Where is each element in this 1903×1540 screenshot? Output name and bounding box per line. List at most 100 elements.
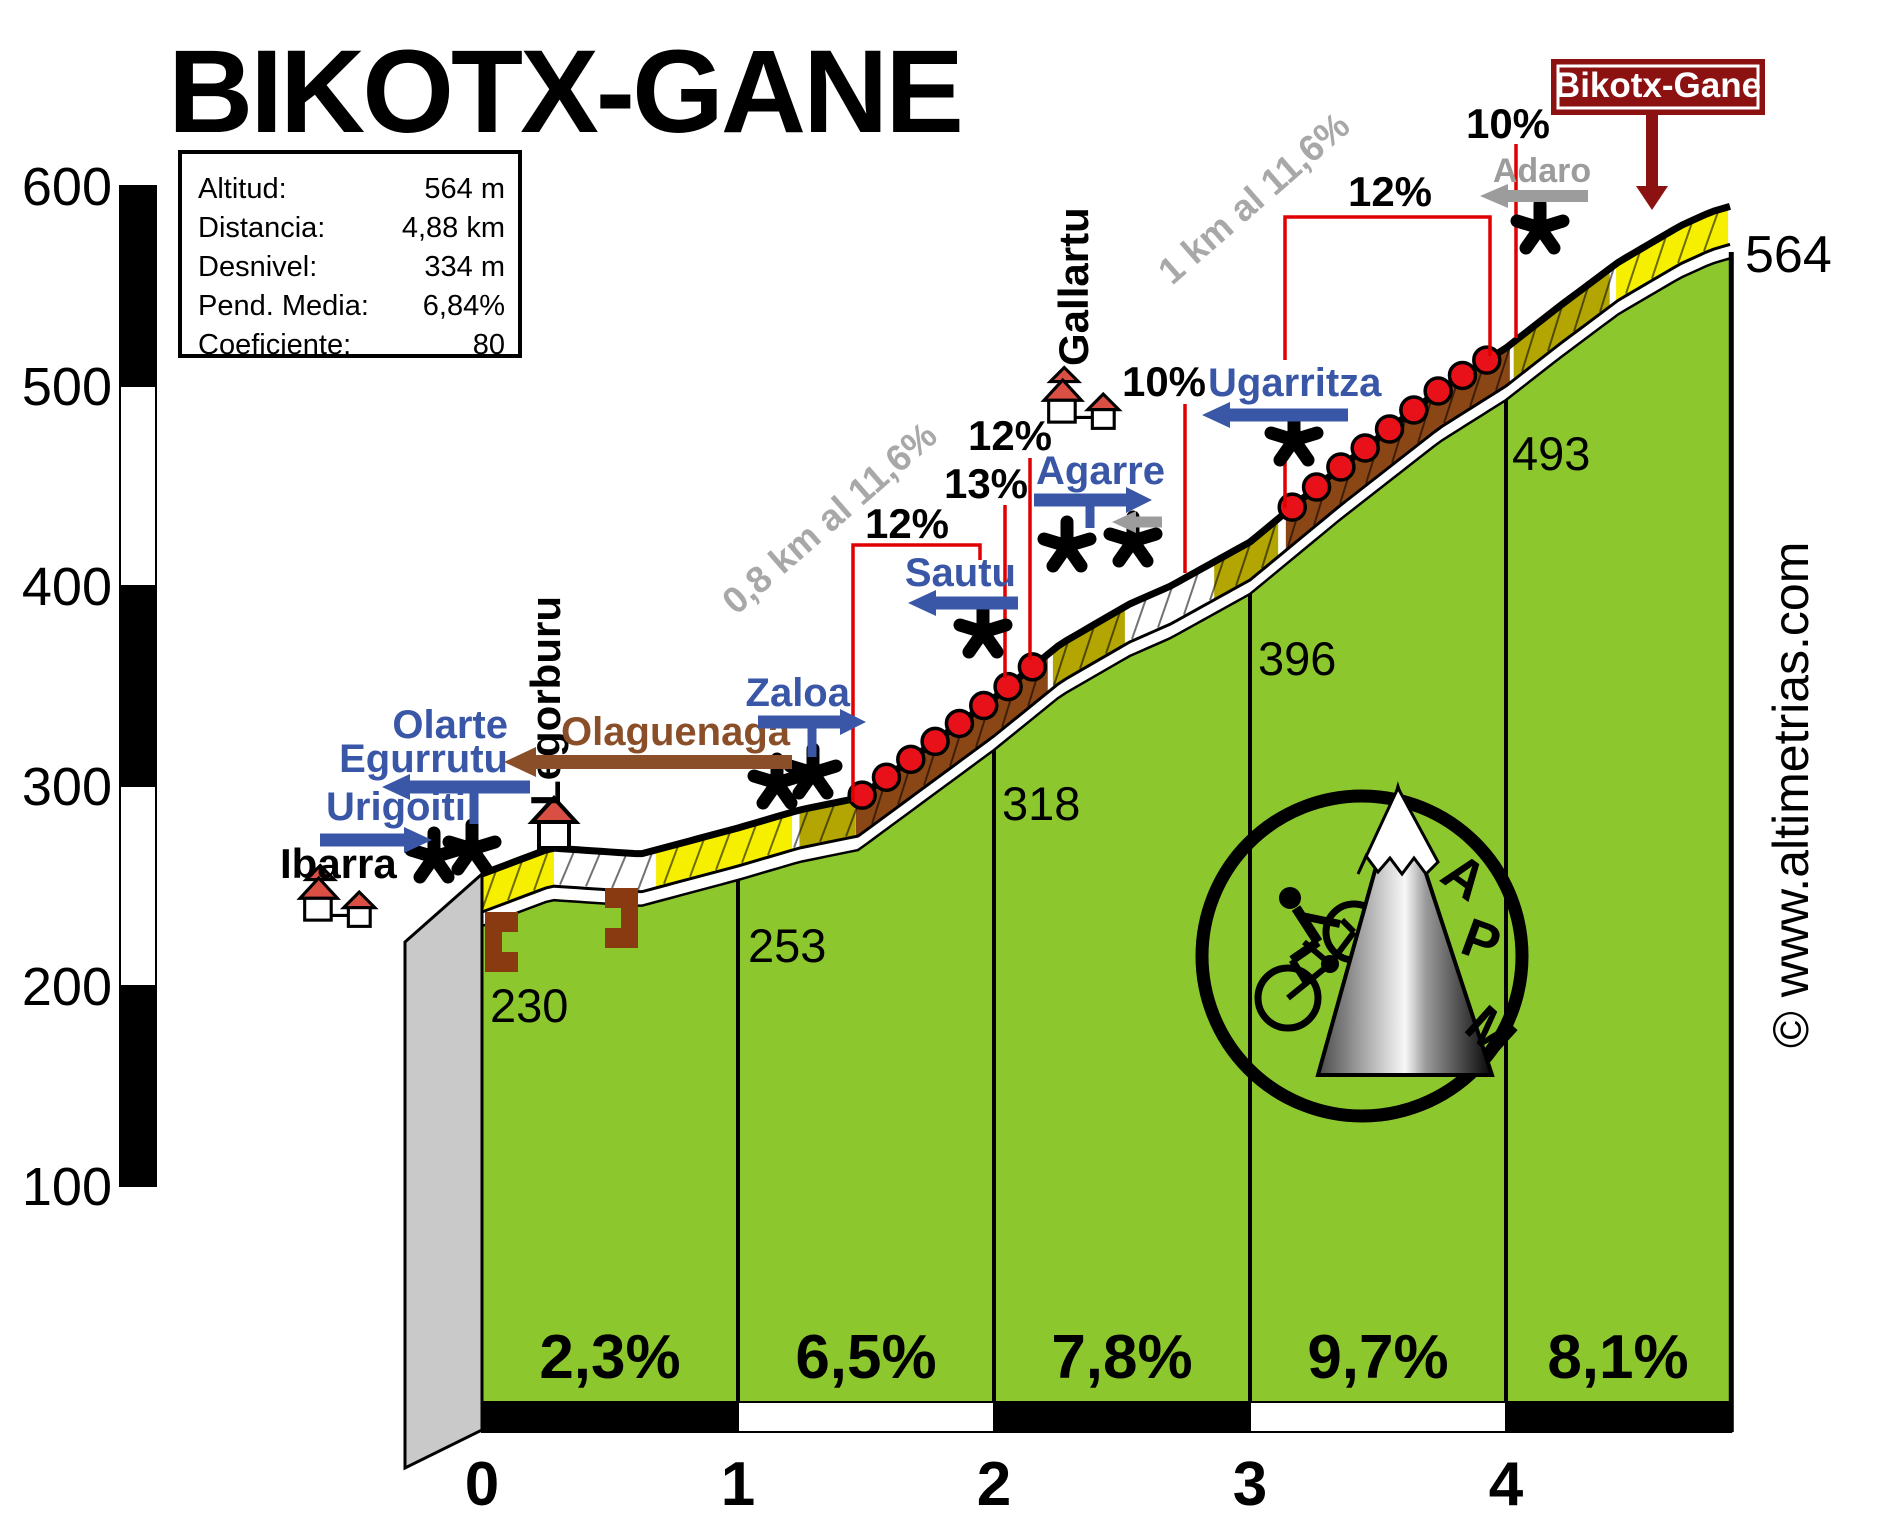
info-label-altitud: Altitud: (198, 173, 287, 205)
road-segment-brown (855, 654, 1048, 837)
road-hatch (533, 850, 549, 891)
alt-318: 318 (1002, 777, 1080, 830)
y-tick-400: 400 (22, 557, 112, 617)
y-axis: 600 500 400 300 200 100 (22, 157, 112, 1217)
road-hatch (1573, 286, 1589, 332)
road-hatch (1079, 626, 1095, 670)
info-label-distancia: Distancia: (198, 212, 325, 244)
road-segment-white (1129, 564, 1210, 642)
road-hatch (741, 824, 757, 864)
road-hatch (1651, 235, 1667, 279)
road-hatch (793, 809, 809, 848)
olarte-egurrutu-annotation: Olarte Egurrutu (339, 703, 530, 824)
arrow-left-icon (1202, 402, 1230, 428)
road-hatch (481, 870, 497, 911)
y-tick-100: 100 (22, 1157, 112, 1217)
x-axis-bar-segment (481, 1401, 739, 1433)
road-hatch (1703, 211, 1719, 252)
info-value-coeficiente: 80 (473, 329, 505, 361)
label-grad-12-top: 12% (1348, 168, 1432, 215)
label-agarre: Agarre (1036, 449, 1165, 493)
summit-name-label: Bikotx-Gane (1555, 66, 1761, 105)
y-tick-600: 600 (22, 157, 112, 217)
steep-dot (847, 780, 877, 810)
info-label-pend-media: Pend. Media: (198, 290, 369, 322)
steep-dot (1399, 395, 1429, 425)
y-axis-bar-segment (119, 585, 157, 787)
road-hatch (1599, 267, 1615, 313)
gradient-km3: 7,8% (1051, 1323, 1192, 1392)
road-hatch (1677, 222, 1693, 264)
road-segment-olive (1052, 606, 1125, 689)
y-tick-300: 300 (22, 757, 112, 817)
gallartu-houses-icon (1042, 365, 1121, 430)
label-olarte: Olarte (392, 703, 508, 747)
road-hatch (663, 845, 679, 885)
alt-253: 253 (748, 919, 826, 972)
label-gallartu: Gallartu (1050, 207, 1097, 366)
alt-493: 493 (1512, 427, 1590, 480)
steep-dot (1374, 414, 1405, 444)
arrow-left-gray-icon (1112, 511, 1136, 533)
km-altitude-labels: 230 253 318 396 493 (490, 427, 1590, 1032)
bridge-markers (485, 888, 638, 972)
ugarritza-annotation: Ugarritza (1202, 361, 1382, 428)
road-hatch (1235, 543, 1251, 587)
mountain-icon (1315, 781, 1495, 1077)
info-label-desnivel: Desnivel: (198, 251, 317, 283)
x-axis-bar-segment (993, 1401, 1251, 1433)
y-axis-bar-segment (119, 985, 157, 1187)
alt-230: 230 (490, 979, 568, 1032)
x-tick-1: 1 (721, 1450, 755, 1519)
arrow-right-icon (1126, 487, 1152, 513)
adaro-annotation: Adaro (1480, 152, 1591, 208)
x-tick-0: 0 (465, 1450, 499, 1519)
arrow-left-gray-icon (1480, 184, 1508, 208)
road-hatch (1521, 326, 1537, 372)
label-sautu: Sautu (905, 551, 1016, 595)
label-ibarra: Ibarra (280, 840, 397, 887)
label-legorburu: Legorburu (522, 596, 569, 806)
road-hatch (1261, 522, 1277, 569)
bridge-marker-left (485, 912, 518, 972)
steep-dot (871, 762, 902, 792)
zaloa-annotation: Zaloa (746, 671, 866, 757)
agarre-annotation: Agarre (1034, 449, 1165, 533)
road-hatch (507, 860, 523, 901)
label-grad-10-adaro: 10% (1466, 100, 1550, 147)
road-hatch (1157, 586, 1173, 628)
y-tick-200: 200 (22, 957, 112, 1017)
steep-dot (1017, 652, 1048, 682)
page-title: BIKOTX-GANE (168, 26, 961, 158)
arrow-left-icon (908, 590, 936, 616)
olaguenaga-annotation: Olaguenaga (504, 710, 792, 777)
road-hatch (1417, 397, 1433, 444)
green-profile-body (482, 258, 1732, 1402)
steep-dot (1472, 345, 1502, 375)
road-hatch (819, 804, 835, 843)
road-hatch (1209, 558, 1225, 601)
gradient-km1: 2,3% (539, 1323, 680, 1392)
steep-dot (1301, 472, 1332, 502)
steep-dot (1277, 492, 1307, 522)
x-tick-3: 3 (1233, 1450, 1267, 1519)
steep-dot (993, 671, 1023, 702)
x-tick-2: 2 (977, 1450, 1011, 1519)
y-axis-bar-segment (119, 785, 157, 987)
road-outline (480, 203, 1731, 878)
summit-annotation: Bikotx-Gane (1551, 59, 1765, 210)
steep-dot (1423, 376, 1453, 406)
arrow-right-icon (840, 709, 866, 735)
sautu-annotation: Sautu (905, 551, 1018, 616)
profile-3d-side (403, 870, 484, 1471)
road-hatch (1131, 598, 1147, 640)
steep-dot (920, 726, 950, 757)
label-egurrutu: Egurrutu (339, 737, 508, 781)
y-axis-bar-segment (119, 385, 157, 587)
road-hatch (637, 852, 653, 891)
road-hatch (1547, 306, 1563, 352)
road-hatch (611, 854, 627, 889)
label-sector-2: 1 km al 11,6% (1150, 105, 1357, 292)
arrow-left-icon (382, 774, 410, 800)
